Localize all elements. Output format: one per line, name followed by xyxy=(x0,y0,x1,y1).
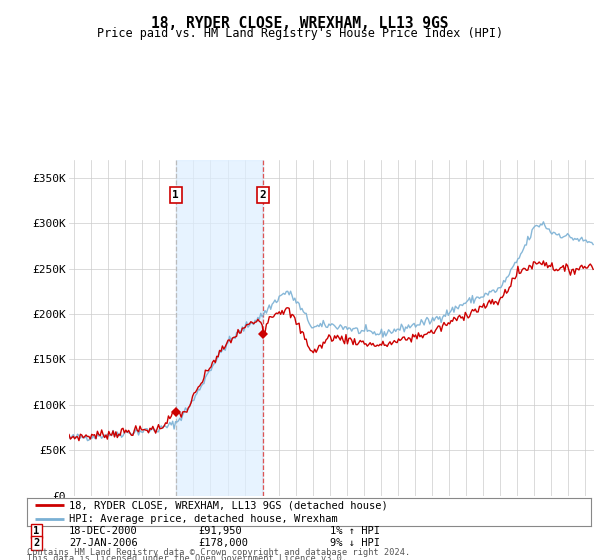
Text: HPI: Average price, detached house, Wrexham: HPI: Average price, detached house, Wrex… xyxy=(70,515,338,524)
Text: Contains HM Land Registry data © Crown copyright and database right 2024.: Contains HM Land Registry data © Crown c… xyxy=(27,548,410,557)
Text: 9% ↓ HPI: 9% ↓ HPI xyxy=(330,538,380,548)
Text: 1: 1 xyxy=(172,190,179,200)
Text: 2: 2 xyxy=(259,190,266,200)
Text: 2: 2 xyxy=(33,538,39,548)
Text: 18-DEC-2000: 18-DEC-2000 xyxy=(69,526,138,536)
Text: Price paid vs. HM Land Registry's House Price Index (HPI): Price paid vs. HM Land Registry's House … xyxy=(97,27,503,40)
Text: 1: 1 xyxy=(33,526,39,536)
Text: 1% ↑ HPI: 1% ↑ HPI xyxy=(330,526,380,536)
Text: This data is licensed under the Open Government Licence v3.0.: This data is licensed under the Open Gov… xyxy=(27,554,347,560)
Text: 27-JAN-2006: 27-JAN-2006 xyxy=(69,538,138,548)
Text: 18, RYDER CLOSE, WREXHAM, LL13 9GS (detached house): 18, RYDER CLOSE, WREXHAM, LL13 9GS (deta… xyxy=(70,501,388,510)
Text: 18, RYDER CLOSE, WREXHAM, LL13 9GS: 18, RYDER CLOSE, WREXHAM, LL13 9GS xyxy=(151,16,449,31)
Text: £178,000: £178,000 xyxy=(198,538,248,548)
Bar xyxy=(176,160,263,496)
Text: £91,950: £91,950 xyxy=(198,526,242,536)
